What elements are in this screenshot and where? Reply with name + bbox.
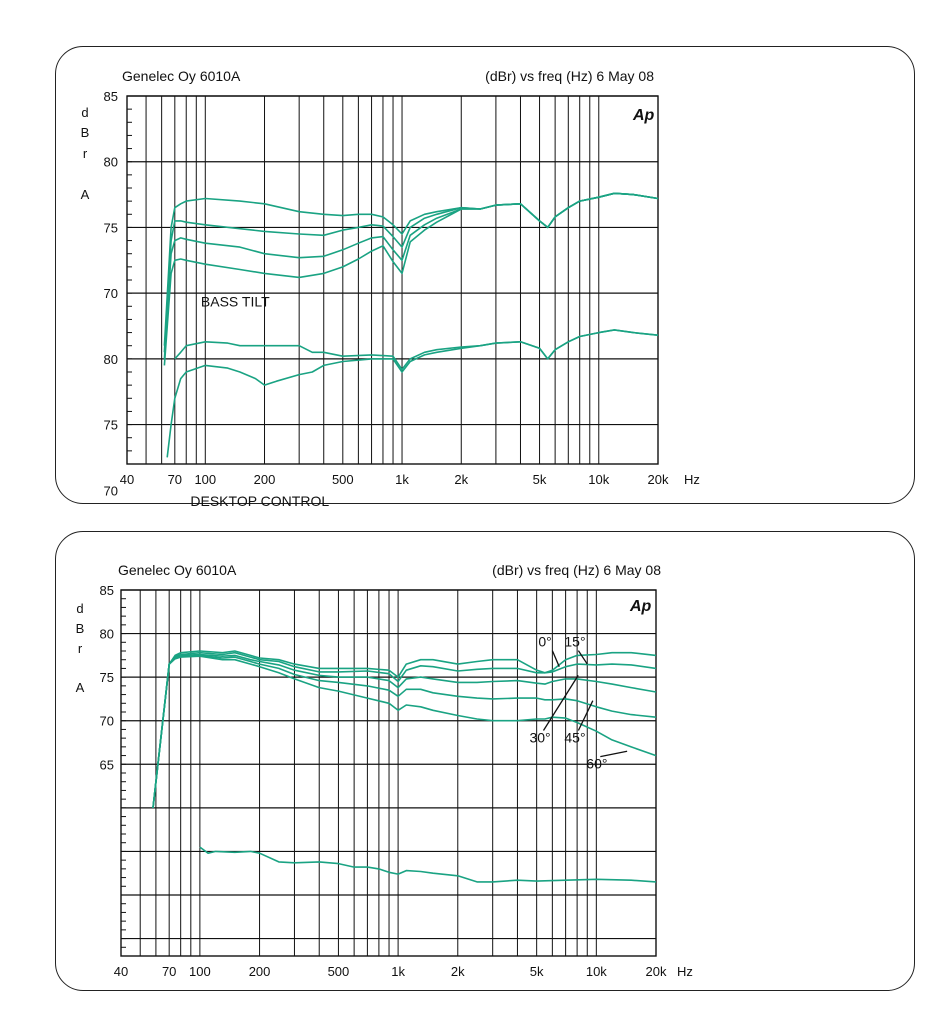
chart1-ylabel-letter: A bbox=[81, 187, 90, 202]
chart1-ytick-label: 85 bbox=[104, 89, 118, 104]
chart1-series-line-3 bbox=[163, 192, 659, 359]
chart2-series-line-6 bbox=[199, 846, 657, 883]
chart2-xtick-label: 200 bbox=[249, 964, 271, 979]
chart-2 bbox=[120, 589, 657, 957]
chart1-ap-logo: Ap bbox=[632, 107, 655, 124]
chart2-annotation-leader bbox=[577, 700, 594, 731]
chart2-xtick-label: 1k bbox=[391, 964, 405, 979]
chart2-title: Genelec Oy 6010A bbox=[118, 562, 237, 578]
chart1-xtick-label: 5k bbox=[533, 472, 547, 487]
chart1-ytick-label: 80 bbox=[104, 352, 118, 367]
chart1-xtick-label: 70 bbox=[168, 472, 182, 487]
chart1-xtick-label: 200 bbox=[254, 472, 276, 487]
chart2-annotation: 15° bbox=[564, 634, 585, 650]
chart1-series-line-4 bbox=[163, 192, 659, 366]
chart1-xtick-label: 100 bbox=[194, 472, 216, 487]
chart2-series-line-1 bbox=[152, 650, 657, 808]
chart1-annotation: DESKTOP CONTROL bbox=[190, 493, 329, 509]
chart1-ylabel-letter: r bbox=[83, 146, 88, 161]
chart2-series-line-3 bbox=[152, 653, 657, 808]
chart-panel-2 bbox=[55, 531, 915, 991]
chart-panel-1 bbox=[55, 46, 915, 504]
chart1-subtitle: (dBr) vs freq (Hz) 6 May 08 bbox=[485, 68, 654, 84]
chart1-series-line-2 bbox=[163, 192, 659, 353]
chart2-annotation: 60° bbox=[586, 756, 607, 772]
chart2-xtick-label: 500 bbox=[328, 964, 350, 979]
chart2-xtick-label: 10k bbox=[586, 964, 607, 979]
chart2-ylabel-letter: d bbox=[76, 601, 83, 616]
chart2-ap-logo: Ap bbox=[629, 598, 652, 615]
chart2-subtitle: (dBr) vs freq (Hz) 6 May 08 bbox=[492, 562, 661, 578]
chart1-xtick-label: 10k bbox=[588, 472, 609, 487]
chart1-title: Genelec Oy 6010A bbox=[122, 68, 241, 84]
chart1-xtick-label: 20k bbox=[648, 472, 669, 487]
chart1-xtick-label: 2k bbox=[454, 472, 468, 487]
chart1-ytick-label: 80 bbox=[104, 155, 118, 170]
chart2-annotation: 0° bbox=[538, 634, 551, 650]
chart2-annotation-leader bbox=[542, 675, 579, 731]
chart2-annotation: 30° bbox=[529, 730, 550, 746]
chart2-ytick-label: 80 bbox=[100, 627, 114, 642]
chart1-ytick-label: 75 bbox=[104, 418, 118, 433]
chart2-annotation-leader bbox=[551, 650, 560, 667]
chart2-annotation: 45° bbox=[564, 730, 585, 746]
chart1-ylabel-letter: B bbox=[81, 125, 90, 140]
chart1-ylabel-letter: d bbox=[81, 105, 88, 120]
chart2-ytick-label: 75 bbox=[100, 670, 114, 685]
chart1-ytick-label: 75 bbox=[104, 220, 118, 235]
chart2-xtick-label: 70 bbox=[162, 964, 176, 979]
chart2-ylabel-letter: A bbox=[76, 680, 85, 695]
chart2-series-line-2 bbox=[152, 651, 657, 808]
chart2-xtick-label: 5k bbox=[530, 964, 544, 979]
chart2-ytick-label: 65 bbox=[100, 757, 114, 772]
chart2-annotation-leader bbox=[600, 750, 628, 758]
chart1-ytick-label: 70 bbox=[104, 483, 118, 498]
chart2-xtick-label: 20k bbox=[646, 964, 667, 979]
chart2-ylabel-letter: r bbox=[78, 641, 83, 656]
chart1-plot-frame bbox=[126, 95, 659, 465]
chart1-series-line-6 bbox=[174, 329, 659, 371]
chart1-xtick-label: 500 bbox=[332, 472, 354, 487]
chart2-series-line-5 bbox=[152, 655, 657, 808]
chart1-annotation: BASS TILT bbox=[201, 293, 270, 309]
chart2-xtick-label: 2k bbox=[451, 964, 465, 979]
chart2-ytick-label: 85 bbox=[100, 583, 114, 598]
chart2-plot-frame bbox=[120, 589, 657, 957]
chart1-xtick-label: 40 bbox=[120, 472, 134, 487]
chart2-ylabel-letter: B bbox=[76, 621, 85, 636]
chart2-ytick-label: 70 bbox=[100, 714, 114, 729]
chart1-xlabel: Hz bbox=[684, 472, 700, 487]
chart2-xlabel: Hz bbox=[677, 964, 693, 979]
chart2-annotation-leader bbox=[577, 650, 588, 665]
chart1-ytick-label: 70 bbox=[104, 286, 118, 301]
chart2-xtick-label: 40 bbox=[114, 964, 128, 979]
chart2-xtick-label: 100 bbox=[189, 964, 211, 979]
chart1-xtick-label: 1k bbox=[395, 472, 409, 487]
chart-1 bbox=[126, 95, 659, 465]
chart1-series-line-5 bbox=[166, 329, 659, 458]
